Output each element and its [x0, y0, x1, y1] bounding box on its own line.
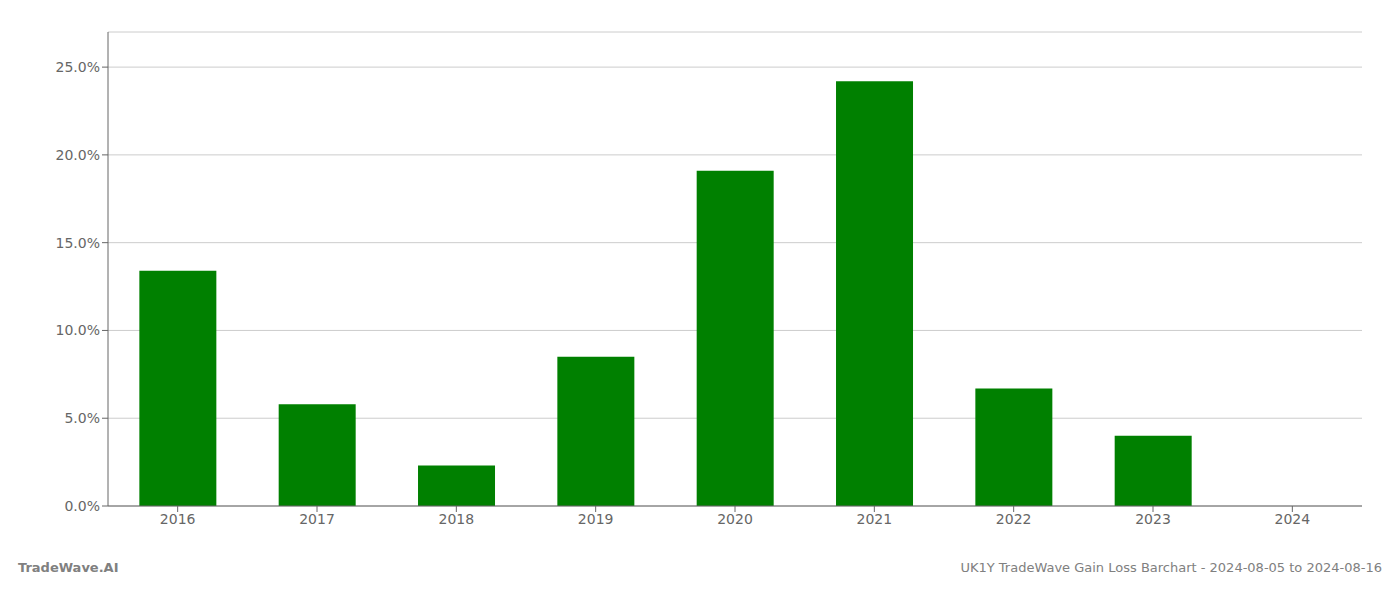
svg-text:10.0%: 10.0%: [56, 322, 100, 338]
svg-text:2016: 2016: [160, 511, 196, 527]
svg-text:2022: 2022: [996, 511, 1032, 527]
svg-text:2017: 2017: [299, 511, 335, 527]
html-text:UK1Y TradeWave Gain Loss Barch: UK1Y TradeWave Gain Loss Barchart - 2024…: [960, 560, 1382, 575]
svg-text:2019: 2019: [578, 511, 614, 527]
svg-text:25.0%: 25.0%: [56, 59, 100, 75]
svg-text:2023: 2023: [1135, 511, 1171, 527]
svg-text:15.0%: 15.0%: [56, 235, 100, 251]
svg-text:2024: 2024: [1275, 511, 1311, 527]
html-text:TradeWave.AI: TradeWave.AI: [18, 560, 119, 575]
svg-text:20.0%: 20.0%: [56, 147, 100, 163]
svg-text:5.0%: 5.0%: [64, 410, 100, 426]
svg-text:2020: 2020: [717, 511, 753, 527]
svg-text:0.0%: 0.0%: [64, 498, 100, 514]
svg-text:2021: 2021: [857, 511, 893, 527]
svg-text:2018: 2018: [439, 511, 475, 527]
